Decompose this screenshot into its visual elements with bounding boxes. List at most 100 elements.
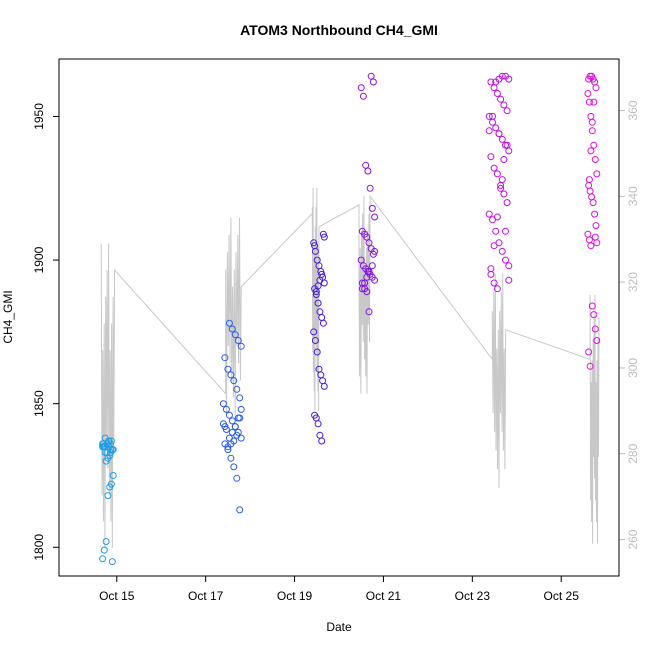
y2-tick-label: 340	[626, 186, 640, 206]
data-point	[237, 405, 245, 413]
data-point	[365, 268, 373, 275]
data-point	[219, 400, 227, 408]
data-point	[367, 72, 375, 80]
data-point	[227, 371, 235, 379]
data-point	[500, 156, 508, 163]
data-point	[311, 411, 319, 419]
data-point	[500, 101, 508, 109]
data-point	[227, 454, 235, 462]
data-point	[492, 227, 500, 235]
data-point	[224, 446, 232, 454]
data-point	[592, 222, 600, 230]
data-point	[221, 423, 229, 431]
secondary-line-layer	[100, 187, 600, 549]
data-point	[233, 474, 241, 482]
data-point	[588, 302, 596, 310]
data-point	[237, 342, 245, 350]
y-tick-label: 1950	[32, 103, 46, 130]
data-point	[313, 256, 321, 264]
data-point	[369, 78, 377, 86]
data-point	[591, 233, 599, 241]
x-axis-label: Date	[326, 620, 352, 634]
data-point	[99, 440, 107, 448]
data-point	[498, 247, 506, 255]
data-point	[230, 377, 238, 385]
y2-tick-label: 320	[626, 272, 640, 292]
data-point	[498, 135, 506, 143]
data-point	[591, 325, 599, 333]
data-point	[365, 308, 373, 316]
data-point	[493, 285, 501, 293]
data-point	[489, 112, 496, 120]
data-point	[358, 227, 366, 235]
data-point	[485, 112, 493, 120]
data-point	[505, 276, 513, 284]
y2-tick-label: 300	[626, 358, 640, 378]
data-point	[230, 463, 238, 471]
data-point	[490, 242, 498, 250]
data-point	[593, 170, 601, 178]
data-point	[591, 156, 599, 163]
data-point	[490, 279, 498, 287]
data-point	[368, 262, 376, 270]
data-point	[359, 92, 367, 100]
data-point	[311, 242, 319, 250]
y2-tick-label: 360	[626, 100, 640, 120]
data-point	[320, 233, 328, 241]
data-point	[588, 127, 596, 135]
y-axis-label: CH4_GMI	[1, 290, 15, 343]
data-point	[225, 434, 233, 442]
data-point	[586, 362, 594, 370]
data-point	[584, 90, 592, 97]
data-point	[224, 443, 232, 451]
data-point	[593, 337, 601, 344]
data-point	[310, 239, 318, 247]
data-point	[231, 331, 239, 339]
data-point	[228, 325, 236, 333]
x-tick-label: Oct 15	[99, 589, 135, 603]
y2-tick-label: 260	[626, 529, 640, 549]
data-point	[234, 337, 242, 344]
data-point	[485, 127, 493, 135]
data-point	[503, 141, 511, 149]
data-point	[225, 411, 233, 419]
x-tick-label: Oct 25	[544, 589, 580, 603]
data-point	[221, 354, 229, 362]
data-point	[505, 262, 513, 270]
data-point	[502, 227, 509, 235]
data-point	[493, 170, 501, 178]
data-point	[497, 184, 505, 192]
data-point	[357, 84, 365, 92]
data-point	[358, 285, 366, 293]
axes-layer: Oct 15 Oct 17 Oct 19 Oct 21 Oct 23 Oct 25 1800…	[32, 100, 640, 603]
data-point	[234, 414, 242, 422]
data-point	[319, 230, 327, 238]
data-point	[236, 394, 244, 402]
data-point	[102, 538, 110, 545]
x-tick-label: Oct 21	[366, 589, 402, 603]
data-point	[311, 337, 319, 344]
data-point	[487, 78, 495, 86]
y-tick-label: 1850	[32, 390, 46, 417]
data-point	[106, 483, 114, 491]
data-point	[590, 98, 598, 106]
data-point	[498, 176, 506, 184]
data-point	[357, 256, 365, 264]
chart-title: ATOM3 Northbound CH4_GMI	[240, 22, 438, 38]
data-point	[485, 210, 493, 218]
data-point	[487, 265, 495, 273]
data-point	[590, 311, 598, 319]
data-point	[315, 365, 323, 373]
data-point	[585, 75, 593, 83]
data-point	[587, 147, 595, 155]
data-point	[590, 141, 598, 149]
data-point	[588, 118, 596, 126]
data-point	[102, 457, 110, 465]
data-point	[503, 107, 511, 115]
data-point	[492, 78, 500, 86]
y2-tick-label: 280	[626, 443, 640, 463]
data-point	[100, 546, 108, 554]
data-point	[314, 299, 322, 307]
data-point	[313, 348, 321, 356]
